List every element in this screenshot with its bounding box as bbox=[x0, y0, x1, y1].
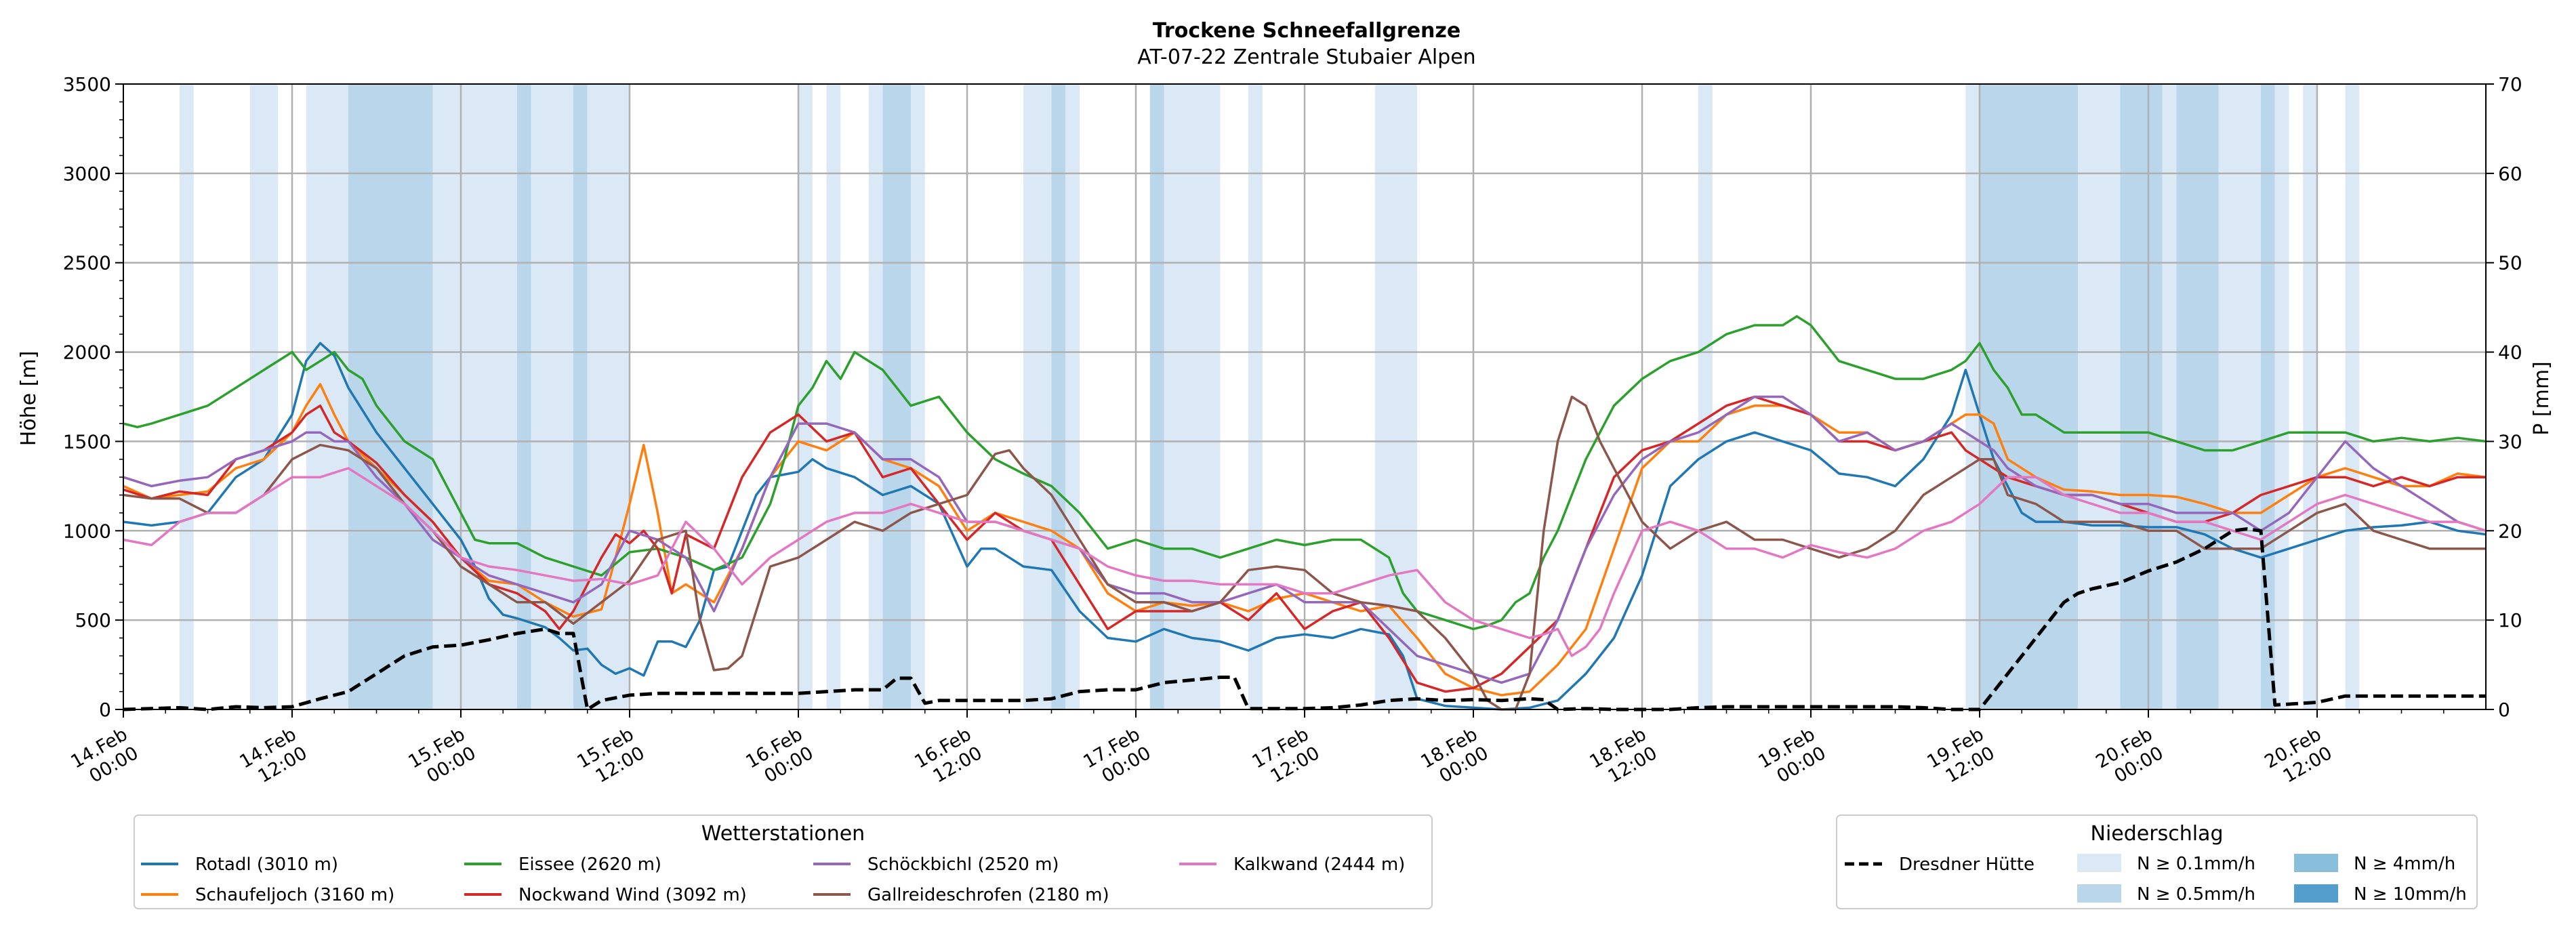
precip-band-3 bbox=[348, 84, 433, 709]
series-line-6 bbox=[123, 467, 2487, 657]
x-tick-label-5: 16.Feb12:00 bbox=[911, 724, 985, 791]
precip-band-16 bbox=[1065, 84, 1080, 709]
precip-band-10 bbox=[826, 84, 841, 709]
y2-tick-label-2: 20 bbox=[2498, 520, 2522, 542]
series-line-1 bbox=[123, 383, 2487, 697]
x-tick-label-2: 15.Feb00:00 bbox=[405, 724, 479, 791]
x-tick-label-3: 15.Feb12:00 bbox=[573, 724, 648, 791]
precip-legend-swatch-0 bbox=[2077, 854, 2121, 872]
precip-legend-swatch-3 bbox=[2294, 884, 2338, 903]
grid-lines bbox=[123, 84, 2486, 709]
precip-band-28 bbox=[2218, 84, 2261, 709]
y-tick-label-4: 2000 bbox=[63, 342, 111, 364]
series-lines bbox=[123, 315, 2487, 711]
precip-legend-swatch-2 bbox=[2294, 854, 2338, 872]
series-line-5 bbox=[123, 395, 2486, 711]
precip-band-21 bbox=[1698, 84, 1713, 709]
precip-band-25 bbox=[2120, 84, 2163, 709]
precip-band-5 bbox=[517, 84, 531, 709]
precip-legend-line-label: Dresdner Hütte bbox=[1899, 854, 2035, 875]
precip-band-24 bbox=[2078, 84, 2121, 709]
stations-legend-label-0: Rotadl (3010 m) bbox=[195, 854, 338, 875]
precip-band-18 bbox=[1164, 84, 1221, 709]
x-tick-label-4: 16.Feb00:00 bbox=[742, 724, 817, 791]
precip-band-30 bbox=[2274, 84, 2289, 709]
y-tick-label-7: 3500 bbox=[63, 73, 111, 96]
precip-band-14 bbox=[1023, 84, 1052, 709]
precip-band-6 bbox=[531, 84, 573, 709]
precip-band-1 bbox=[249, 84, 279, 709]
x-tick-label-11: 19.Feb12:00 bbox=[1923, 724, 1998, 791]
y-tick-label-6: 3000 bbox=[63, 163, 111, 185]
stations-legend-label-5: Gallreideschrofen (2180 m) bbox=[867, 885, 1109, 905]
stations-legend-label-3: Nockwand Wind (3092 m) bbox=[518, 885, 747, 905]
series-line-4 bbox=[123, 395, 2487, 684]
y-tick-label-1: 500 bbox=[75, 609, 111, 632]
precip-band-4 bbox=[432, 84, 517, 709]
y2-tick-label-5: 50 bbox=[2498, 252, 2522, 274]
y-tick-label-3: 1500 bbox=[63, 430, 111, 453]
precip-band-31 bbox=[2303, 84, 2317, 709]
y2-tick-label-4: 40 bbox=[2498, 342, 2522, 364]
precip-band-32 bbox=[2345, 84, 2360, 709]
precip-legend-title: Niederschlag bbox=[2091, 822, 2224, 846]
x-tick-label-9: 18.Feb12:00 bbox=[1586, 724, 1660, 791]
series-line-7 bbox=[123, 527, 2486, 711]
precip-legend-label-0: N ≥ 0.1mm/h bbox=[2137, 854, 2255, 874]
x-tick-label-1: 14.Feb12:00 bbox=[236, 724, 310, 791]
stations-legend-box bbox=[134, 814, 1433, 909]
y-tick-label-0: 0 bbox=[99, 699, 111, 721]
y-tick-label-2: 1000 bbox=[63, 520, 111, 542]
precip-band-0 bbox=[180, 84, 194, 709]
chart-title: Trockene Schneefallgrenze bbox=[1153, 19, 1460, 43]
precip-band-7 bbox=[573, 84, 588, 709]
y-tick-label-5: 2500 bbox=[63, 252, 111, 274]
stations-legend-label-4: Schöckbichl (2520 m) bbox=[867, 854, 1059, 875]
precip-legend-label-1: N ≥ 0.5mm/h bbox=[2137, 884, 2255, 905]
y2-tick-label-0: 0 bbox=[2498, 699, 2510, 721]
precip-band-27 bbox=[2176, 84, 2219, 709]
stations-legend-label-6: Kalkwand (2444 m) bbox=[1233, 854, 1405, 875]
x-tick-label-0: 14.Feb00:00 bbox=[67, 724, 142, 791]
precip-band-22 bbox=[1965, 84, 1980, 709]
precip-legend-label-2: N ≥ 4mm/h bbox=[2354, 854, 2455, 874]
y2-tick-label-1: 10 bbox=[2498, 609, 2522, 632]
x-tick-label-6: 17.Feb00:00 bbox=[1080, 724, 1154, 791]
precip-band-26 bbox=[2162, 84, 2177, 709]
precip-band-15 bbox=[1051, 84, 1066, 709]
precip-band-23 bbox=[1980, 84, 2079, 709]
stations-legend-title: Wetterstationen bbox=[701, 822, 865, 846]
stations-legend: Wetterstationen Rotadl (3010 m) Schaufeljo… bbox=[134, 814, 1433, 909]
y-axis-label: Höhe [m] bbox=[17, 351, 41, 447]
precip-legend-label-3: N ≥ 10mm/h bbox=[2354, 884, 2467, 905]
y2-axis-label: P [mm] bbox=[2530, 361, 2554, 435]
x-tick-label-13: 20.Feb12:00 bbox=[2261, 724, 2335, 791]
chart-subtitle: AT-07-22 Zentrale Stubaier Alpen bbox=[1137, 45, 1475, 69]
x-tick-label-8: 18.Feb00:00 bbox=[1417, 724, 1492, 791]
x-tick-label-7: 17.Feb12:00 bbox=[1248, 724, 1323, 791]
series-line-2 bbox=[123, 315, 2487, 631]
precip-band-8 bbox=[587, 84, 630, 709]
precip-band-11 bbox=[868, 84, 883, 709]
precip-band-12 bbox=[882, 84, 911, 709]
y2-tick-label-6: 60 bbox=[2498, 163, 2522, 185]
y2-tick-label-3: 30 bbox=[2498, 430, 2522, 453]
precip-band-19 bbox=[1248, 84, 1263, 709]
precip-legend: Niederschlag Dresdner Hütte N ≥ 0.1mm/h N ≥… bbox=[1836, 814, 2478, 909]
stations-legend-label-1: Schaufeljoch (3160 m) bbox=[195, 885, 394, 905]
y2-tick-label-7: 70 bbox=[2498, 73, 2522, 96]
x-tick-label-12: 20.Feb00:00 bbox=[2092, 724, 2167, 791]
stations-legend-label-2: Eissee (2620 m) bbox=[518, 854, 661, 875]
series-line-0 bbox=[123, 342, 2487, 711]
precip-band-17 bbox=[1149, 84, 1164, 709]
precip-band-13 bbox=[911, 84, 925, 709]
precip-band-20 bbox=[1374, 84, 1417, 709]
x-tick-label-10: 19.Feb00:00 bbox=[1755, 724, 1829, 791]
precip-legend-swatch-1 bbox=[2077, 884, 2121, 903]
